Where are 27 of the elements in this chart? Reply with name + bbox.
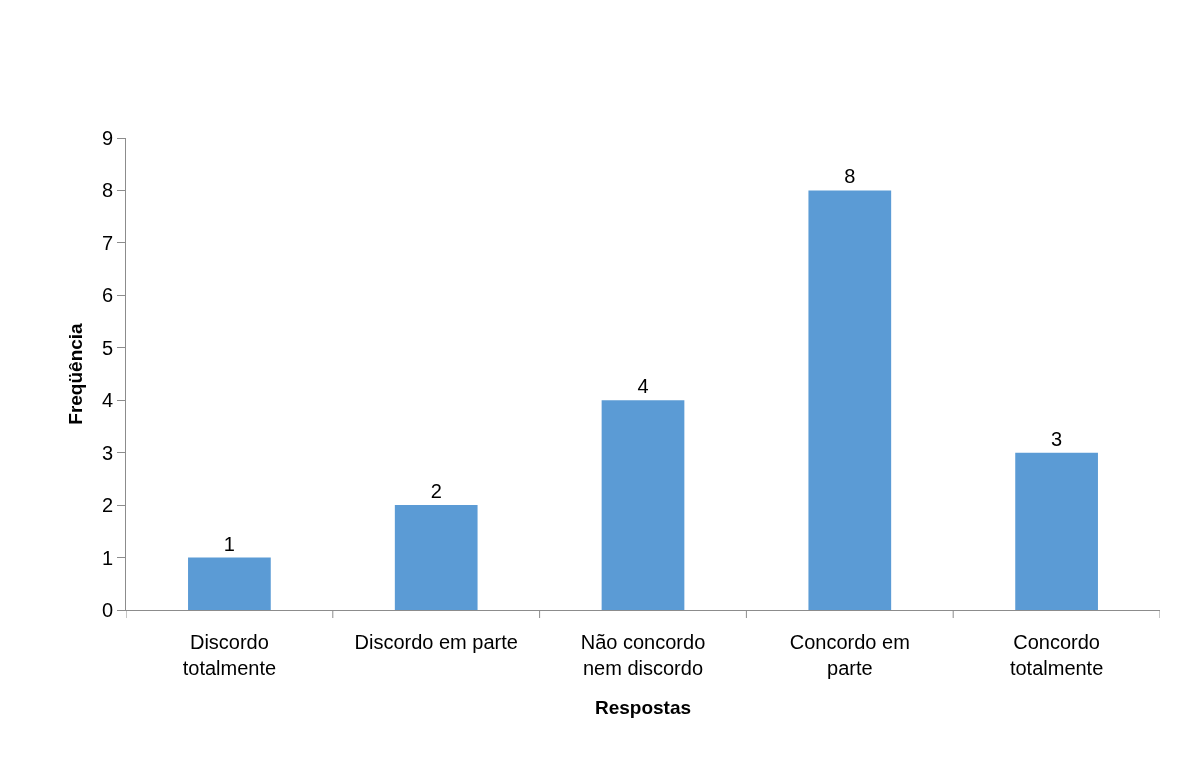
data-label: 2 <box>430 480 442 503</box>
data-label: 8 <box>844 165 856 188</box>
data-label: 4 <box>637 375 649 398</box>
bar <box>601 400 685 610</box>
y-axis-title: Freqüência <box>64 322 86 425</box>
bar <box>394 505 478 610</box>
y-tick-label: 5 <box>101 336 113 359</box>
y-tick-label: 0 <box>101 599 113 621</box>
bar <box>1015 452 1098 610</box>
data-label: 1 <box>223 532 235 555</box>
bar <box>808 190 892 610</box>
y-tick-label: 9 <box>101 127 113 149</box>
y-tick-label: 3 <box>101 441 113 464</box>
bar <box>188 557 271 610</box>
y-tick-label: 8 <box>101 179 113 202</box>
y-tick-label: 6 <box>101 284 113 307</box>
y-tick-label: 4 <box>101 389 113 412</box>
x-tick-label: Discordo em parte <box>354 631 518 653</box>
x-tick-label: Discordo totalmente <box>182 631 277 679</box>
y-tick-label: 7 <box>101 231 113 254</box>
x-tick-label: Concordo totalmente <box>1009 631 1104 679</box>
x-axis-title: Respostas <box>594 696 692 718</box>
y-tick-label: 2 <box>101 494 113 517</box>
x-tick-label: Concordo em parte <box>789 631 910 679</box>
x-tick-label: Não concordo nem discordo <box>580 631 706 679</box>
y-tick-label: 1 <box>101 546 113 569</box>
data-label: 3 <box>1051 427 1063 450</box>
